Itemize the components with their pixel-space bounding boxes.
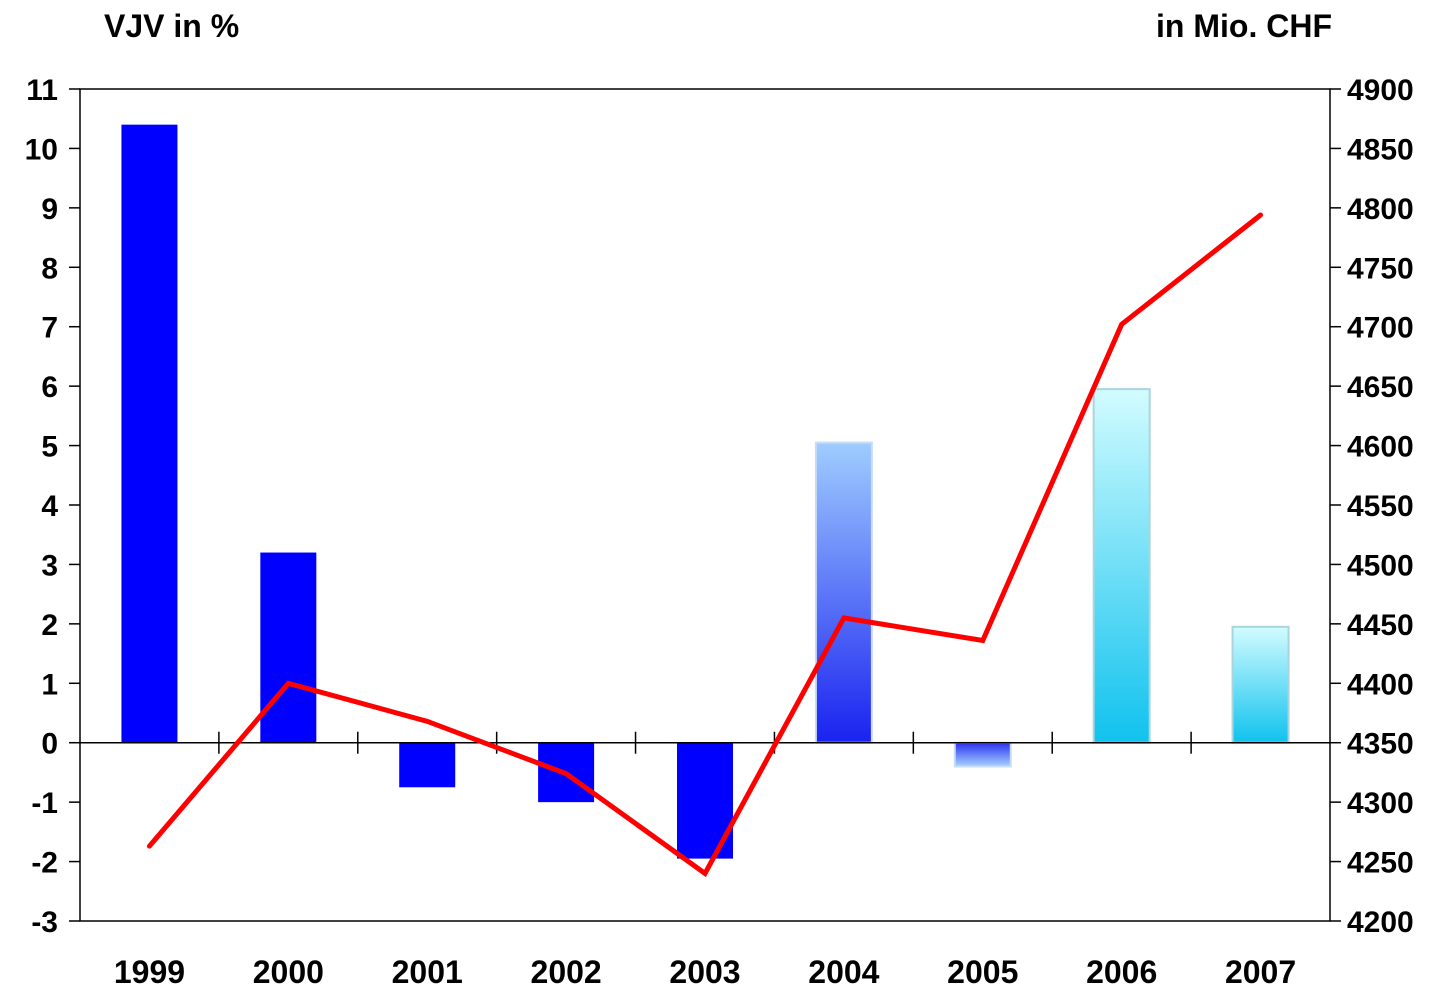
left-tick-label: 10: [25, 133, 58, 166]
category-label-2002: 2002: [531, 954, 602, 990]
line-layer: [146, 212, 1264, 878]
bar-2006: [1092, 388, 1151, 744]
left-tick-label: 1: [41, 668, 58, 701]
right-tick-label: 4700: [1347, 312, 1414, 345]
bar-2004: [814, 441, 873, 744]
left-tick-label: 5: [41, 431, 58, 464]
left-axis-title: VJV in %: [104, 8, 240, 44]
left-tick-label: 4: [41, 490, 58, 523]
right-tick-label: 4650: [1347, 371, 1414, 404]
right-tick-label: 4550: [1347, 490, 1414, 523]
category-label-2001: 2001: [392, 954, 463, 990]
left-tick-label: 0: [41, 728, 58, 761]
right-tick-label: 4350: [1347, 728, 1414, 761]
left-tick-label: 2: [41, 609, 58, 642]
left-tick-label: 7: [41, 312, 58, 345]
left-tick-label: 9: [41, 193, 58, 226]
right-tick-label: 4450: [1347, 609, 1414, 642]
right-tick-label: 4500: [1347, 549, 1414, 582]
right-tick-label: 4750: [1347, 252, 1414, 285]
right-tick-label: 4800: [1347, 193, 1414, 226]
left-tick-label: -2: [31, 847, 58, 880]
right-tick-label: 4250: [1347, 847, 1414, 880]
category-label-2007: 2007: [1225, 954, 1296, 990]
left-tick-label: 11: [26, 74, 58, 107]
right-tick-label: 4200: [1347, 906, 1414, 939]
right-tick-label: 4900: [1347, 74, 1414, 107]
bar-2007: [1231, 625, 1290, 744]
right-tick-label: 4600: [1347, 431, 1414, 464]
left-tick-label: -3: [31, 906, 58, 939]
left-tick-label: 3: [41, 549, 58, 582]
category-label-1999: 1999: [114, 954, 185, 990]
bar-2000: [260, 552, 317, 743]
bar-2001: [399, 742, 456, 788]
right-tick-label: 4850: [1347, 133, 1414, 166]
right-tick-label: 4400: [1347, 668, 1414, 701]
left-tick-label: 8: [41, 252, 58, 285]
plot-frame: [69, 88, 1341, 922]
labels-layer: -3 -2 -1 0 1 2 3 4 5 6 7 8 9 10 11 4200 4250 4300 4350 4400…: [25, 74, 1414, 990]
bar-1999: [121, 124, 178, 743]
category-label-2005: 2005: [947, 954, 1018, 990]
bar-2005: [953, 741, 1012, 768]
right-tick-label: 4300: [1347, 787, 1414, 820]
right-axis-title: in Mio. CHF: [1156, 8, 1332, 44]
category-label-2004: 2004: [808, 954, 879, 990]
category-label-2006: 2006: [1086, 954, 1157, 990]
category-label-2003: 2003: [669, 954, 740, 990]
left-tick-label: -1: [31, 787, 58, 820]
category-label-2000: 2000: [253, 954, 324, 990]
left-tick-label: 6: [41, 371, 58, 404]
bars-layer: [121, 124, 1290, 859]
